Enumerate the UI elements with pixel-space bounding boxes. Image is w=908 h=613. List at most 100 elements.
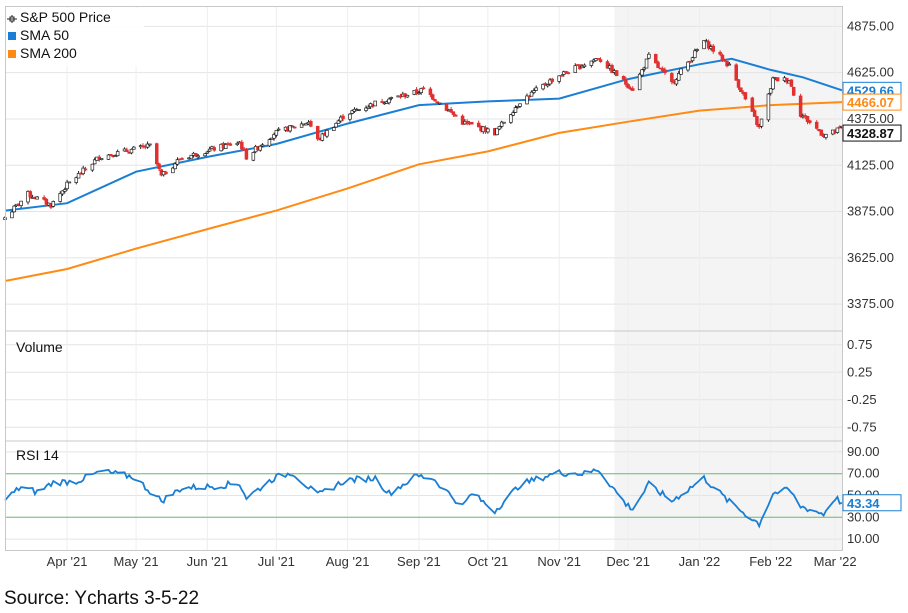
candle-body xyxy=(430,94,435,100)
rsi-tick-label: 30.00 xyxy=(847,509,880,524)
price-candle xyxy=(357,109,361,112)
candle-body xyxy=(42,197,46,200)
price-candle xyxy=(421,85,426,90)
candle-body xyxy=(525,95,529,105)
candle-body xyxy=(125,149,129,152)
candle-body xyxy=(465,120,469,124)
price-candle xyxy=(451,111,456,117)
price-candle xyxy=(725,60,729,68)
candle-body xyxy=(808,120,812,123)
candle-body xyxy=(451,111,456,115)
price-candle xyxy=(430,93,435,101)
candle-body xyxy=(718,51,722,55)
price-candle xyxy=(74,176,79,185)
price-candle xyxy=(437,102,442,105)
price-candle xyxy=(258,144,262,152)
price-candle xyxy=(417,90,421,95)
price-tick-label: 4125.00 xyxy=(847,157,894,172)
price-tick-label: 3375.00 xyxy=(847,296,894,311)
price-candle xyxy=(309,119,313,128)
candle-body xyxy=(10,211,14,219)
price-candle xyxy=(656,60,660,68)
price-candle xyxy=(315,125,320,141)
candle-body xyxy=(194,153,198,157)
candle-body xyxy=(720,54,725,61)
candle-body xyxy=(366,106,371,109)
price-candle xyxy=(251,151,256,162)
candle-body xyxy=(626,84,630,89)
price-candle xyxy=(686,61,690,72)
candle-body xyxy=(258,145,262,151)
candle-body xyxy=(589,60,594,66)
candle-body xyxy=(630,88,635,91)
candle-body xyxy=(63,189,67,192)
candle-body xyxy=(387,98,391,104)
price-candle xyxy=(743,92,748,101)
candle-body xyxy=(315,126,320,140)
legend-background xyxy=(6,8,144,66)
candle-body xyxy=(785,77,789,83)
candle-body xyxy=(60,190,65,195)
price-tick-label: 4375.00 xyxy=(847,111,894,126)
candle-body xyxy=(244,148,249,160)
candle-body xyxy=(693,50,697,58)
candle-body xyxy=(417,92,421,95)
price-candle xyxy=(99,158,104,161)
price-candle xyxy=(718,50,722,57)
price-candle xyxy=(212,145,217,152)
price-badge-box xyxy=(842,124,902,142)
candle-body xyxy=(145,143,150,148)
candle-body xyxy=(734,64,738,81)
candlestick-icon xyxy=(7,15,17,23)
candle-body xyxy=(582,64,587,68)
price-candle xyxy=(564,70,568,74)
candle-body xyxy=(419,88,423,94)
price-candle xyxy=(288,125,292,133)
candle-body xyxy=(290,125,295,128)
price-candle xyxy=(290,125,295,128)
candle-body xyxy=(433,99,437,102)
candle-body xyxy=(486,128,490,133)
price-candle xyxy=(189,154,194,159)
price-candle xyxy=(808,119,812,125)
candle-body xyxy=(171,167,175,174)
candle-body xyxy=(768,88,773,94)
candle-body xyxy=(686,61,690,71)
candle-body xyxy=(83,168,88,171)
candle-body xyxy=(444,103,449,111)
chart-svg: 4875.00 4625.00 4375.00 4125.00 3875.00 3625.… xyxy=(3,6,902,569)
x-tick-label: Mar '22 xyxy=(814,554,857,569)
candle-body xyxy=(19,200,23,206)
candle-body xyxy=(380,101,384,103)
candle-body xyxy=(113,155,118,158)
price-candle xyxy=(630,86,635,91)
price-candle xyxy=(502,121,506,124)
candle-body xyxy=(196,155,200,158)
x-tick-label: Jul '21 xyxy=(258,554,295,569)
price-candle xyxy=(644,58,649,69)
price-candle xyxy=(736,79,741,90)
candle-body xyxy=(642,67,646,70)
candle-body xyxy=(513,107,518,113)
x-tick-label: May '21 xyxy=(114,554,159,569)
price-candle xyxy=(28,190,33,199)
candle-body xyxy=(180,158,184,160)
price-candle xyxy=(145,141,150,149)
price-candle xyxy=(148,143,152,147)
price-candle xyxy=(373,100,377,107)
sma200-badge-box xyxy=(842,93,902,111)
x-tick-label: Aug '21 xyxy=(326,554,370,569)
candle-body xyxy=(605,61,610,69)
price-candle xyxy=(125,147,129,152)
price-candle xyxy=(244,147,249,160)
price-candle xyxy=(559,73,564,77)
candle-body xyxy=(389,97,394,99)
candle-body xyxy=(789,79,794,87)
candle-body xyxy=(148,143,152,146)
price-tick-label: 3875.00 xyxy=(847,204,894,219)
candle-body xyxy=(711,45,715,52)
candle-body xyxy=(495,127,499,136)
price-candle xyxy=(444,103,449,111)
price-candle xyxy=(824,133,828,140)
candle-body xyxy=(564,71,568,74)
